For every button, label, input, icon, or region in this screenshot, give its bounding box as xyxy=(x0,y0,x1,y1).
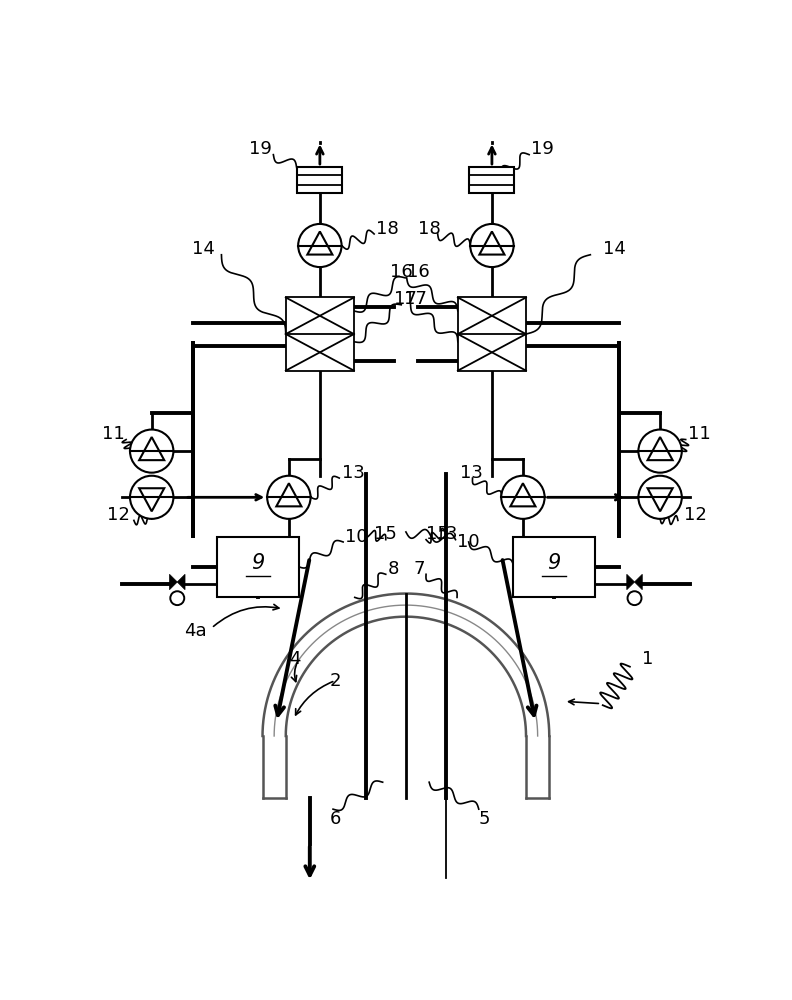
Text: 2: 2 xyxy=(330,672,341,690)
Text: 11: 11 xyxy=(101,425,124,443)
Circle shape xyxy=(638,430,682,473)
Text: 5: 5 xyxy=(478,810,490,828)
Circle shape xyxy=(267,476,310,519)
Circle shape xyxy=(130,430,173,473)
Text: 18: 18 xyxy=(376,220,399,238)
Text: 1: 1 xyxy=(642,650,653,668)
Circle shape xyxy=(638,476,682,519)
Text: 11: 11 xyxy=(688,425,710,443)
Text: 14: 14 xyxy=(192,240,215,258)
Text: 8: 8 xyxy=(388,560,399,578)
Text: 12: 12 xyxy=(684,506,707,524)
Polygon shape xyxy=(626,574,634,590)
Text: 7: 7 xyxy=(413,560,425,578)
Bar xyxy=(470,167,514,193)
Polygon shape xyxy=(169,574,177,590)
Text: 6: 6 xyxy=(330,810,341,828)
Text: 18: 18 xyxy=(418,220,441,238)
Text: 16: 16 xyxy=(390,263,413,281)
Text: 13: 13 xyxy=(341,464,364,482)
Text: 12: 12 xyxy=(107,506,130,524)
Text: 13: 13 xyxy=(460,464,483,482)
Bar xyxy=(458,297,526,371)
Bar xyxy=(217,537,299,597)
Polygon shape xyxy=(177,574,185,590)
Bar xyxy=(298,167,342,193)
Text: 14: 14 xyxy=(603,240,626,258)
Circle shape xyxy=(298,224,341,267)
Text: 17: 17 xyxy=(404,290,426,308)
Circle shape xyxy=(501,476,545,519)
Text: 15: 15 xyxy=(426,525,449,543)
Bar xyxy=(513,537,595,597)
Text: 17: 17 xyxy=(394,290,417,308)
Text: 19: 19 xyxy=(249,140,272,158)
Polygon shape xyxy=(634,574,642,590)
Text: 9: 9 xyxy=(547,553,561,573)
Circle shape xyxy=(130,476,173,519)
Text: 9: 9 xyxy=(251,553,265,573)
Text: 10: 10 xyxy=(345,528,368,546)
Text: 4a: 4a xyxy=(185,622,207,640)
Text: 16: 16 xyxy=(407,263,430,281)
Text: 19: 19 xyxy=(531,140,554,158)
Circle shape xyxy=(470,224,514,267)
Text: 4: 4 xyxy=(289,650,300,668)
Bar xyxy=(286,297,354,371)
Text: 15: 15 xyxy=(374,525,397,543)
Text: 3: 3 xyxy=(445,525,457,543)
Text: 10: 10 xyxy=(457,533,480,551)
